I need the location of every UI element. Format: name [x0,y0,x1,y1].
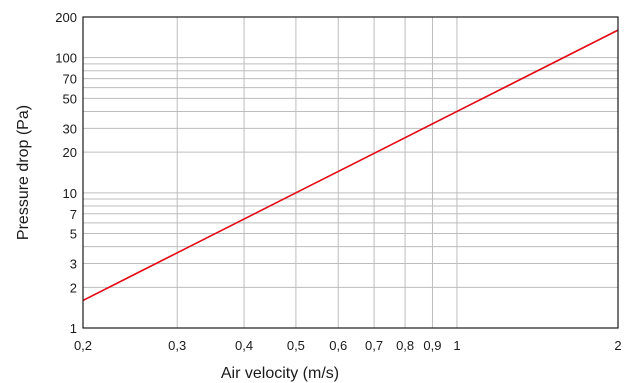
y-tick-labels: 1 2 3 5 7 10 20 30 50 70 100 200 [55,10,77,336]
y-tick-label-0: 1 [70,321,77,336]
y-tick-label-9: 70 [63,72,77,87]
series-line-0 [82,29,619,302]
y-tick-label-8: 50 [63,91,77,106]
y-tick-label-7: 30 [63,121,77,136]
y-tick-label-6: 20 [63,145,77,160]
y-tick-label-5: 10 [63,186,77,201]
x-axis-label: Air velocity (m/s) [221,365,339,382]
x-tick-label-9: 2 [614,338,621,353]
x-tick-labels: 0,2 0,3 0,4 0,5 0,6 0,7 0,8 0,9 1 2 [74,338,622,353]
x-tick-label-1: 0,3 [168,338,186,353]
y-tick-label-1: 2 [70,280,77,295]
plot-frame [82,16,619,329]
x-tick-label-5: 0,7 [365,338,383,353]
x-tick-label-3: 0,5 [287,338,305,353]
y-tick-label-10: 100 [55,51,77,66]
y-tick-label-3: 5 [70,227,77,242]
y-tick-label-2: 3 [70,257,77,272]
x-tick-label-0: 0,2 [74,338,92,353]
x-tick-label-7: 0,9 [423,338,441,353]
y-axis-label: Pressure drop (Pa) [15,105,32,240]
x-tick-label-4: 0,6 [329,338,347,353]
y-tick-label-11: 200 [55,10,77,25]
series-layer [82,29,619,302]
x-tick-label-6: 0,8 [396,338,414,353]
grid-lines [83,17,618,328]
y-tick-label-4: 7 [70,207,77,222]
x-tick-label-8: 1 [453,338,460,353]
x-tick-label-2: 0,4 [235,338,253,353]
